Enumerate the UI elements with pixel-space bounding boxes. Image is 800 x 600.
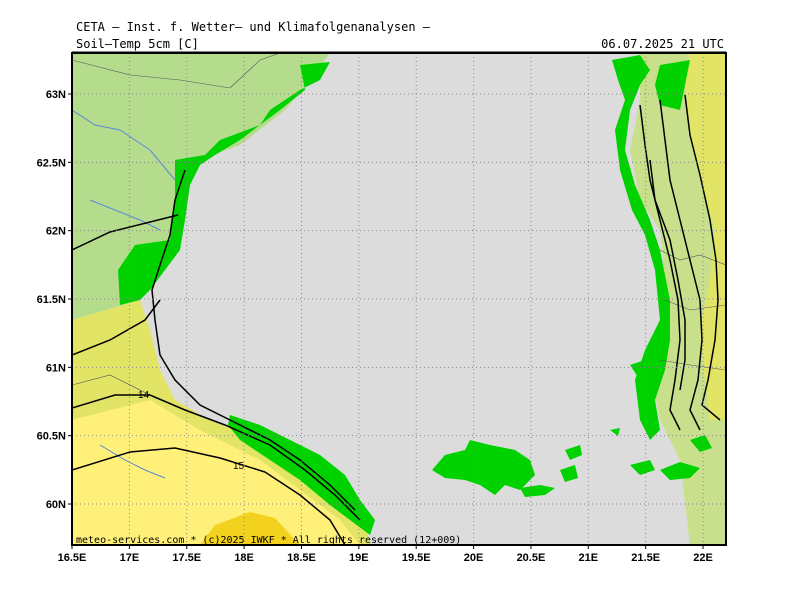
lon-tick-label: 20E	[464, 552, 484, 564]
lon-tick-label: 22E	[693, 552, 713, 564]
graticule	[72, 53, 726, 545]
copyright-footer: meteo-services.com * (c)2025 IWKF * All …	[76, 535, 461, 546]
west-coast-band	[118, 62, 375, 535]
lon-tick-label: 20.5E	[517, 552, 546, 564]
lat-tick-label: 60N	[46, 499, 66, 511]
lon-tick-label: 19.5E	[402, 552, 431, 564]
lat-tick-label: 63N	[46, 89, 66, 101]
latitude-axis: 60N 60.5N 61N 61.5N 62N 62.5N 63N	[37, 89, 72, 511]
isotherm-contours	[72, 94, 721, 545]
lat-tick-label: 62N	[46, 226, 66, 238]
lat-tick-label: 60.5N	[37, 431, 66, 443]
datetime-label: 06.07.2025 21 UTC	[601, 37, 724, 51]
lat-tick-label: 61N	[46, 362, 66, 374]
lon-tick-label: 19E	[349, 552, 369, 564]
lon-tick-label: 18.5E	[287, 552, 316, 564]
lon-tick-label: 17E	[120, 552, 140, 564]
east-coast-band	[612, 55, 690, 440]
lon-tick-label: 21.5E	[631, 552, 660, 564]
rivers	[72, 109, 176, 479]
longitude-axis: 16.5E 17E 17.5E 18E 18.5E 19E 19.5E 20E 20.5E 21E…	[58, 545, 713, 564]
institute-title: CETA — Inst. f. Wetter— und Klimafolgena…	[76, 20, 431, 34]
lon-tick-label: 18E	[234, 552, 254, 564]
contour-label-15: 15	[233, 461, 245, 472]
lon-tick-label: 17.5E	[172, 552, 201, 564]
lon-tick-label: 16.5E	[58, 552, 87, 564]
lat-tick-label: 62.5N	[37, 157, 66, 169]
lon-tick-label: 21E	[579, 552, 599, 564]
contour-label-14: 14	[138, 390, 150, 401]
lat-tick-label: 61.5N	[37, 294, 66, 306]
island-group	[432, 360, 712, 497]
parameter-label: Soil—Temp 5cm [C]	[76, 37, 199, 51]
